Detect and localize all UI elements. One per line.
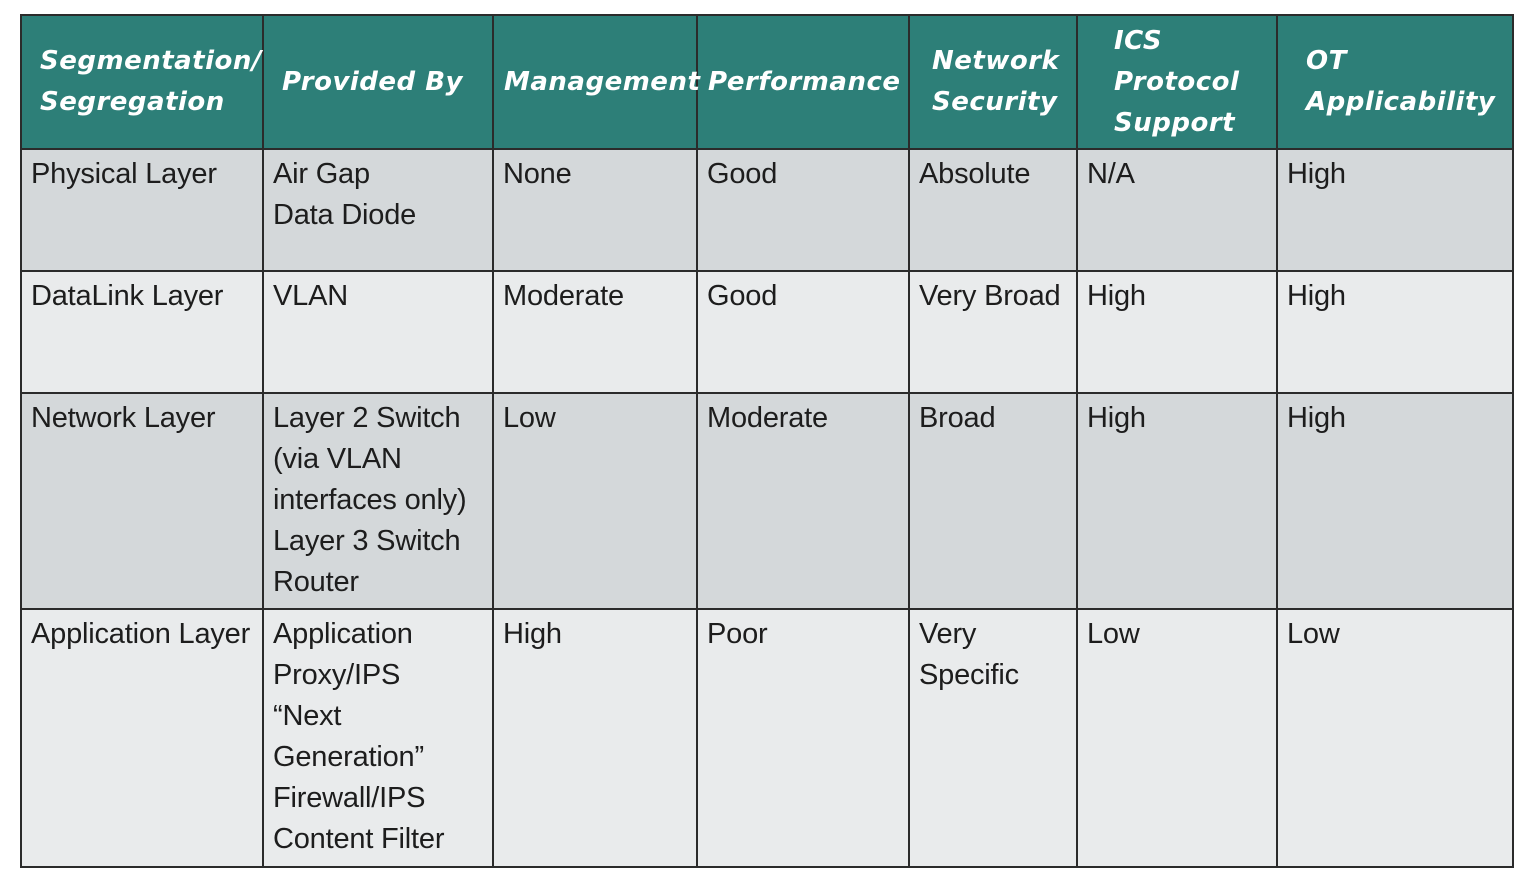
header-line: Management <box>504 66 701 97</box>
cell-layer: Physical Layer <box>20 148 264 272</box>
cell-management: High <box>492 608 698 868</box>
cell-network-security: Broad <box>908 392 1078 610</box>
cell-network-security: Very Specific <box>908 608 1078 868</box>
cell-text: Low <box>1087 618 1140 650</box>
cell-text: “Next <box>273 700 342 732</box>
cell-text: Data Diode <box>273 199 417 231</box>
cell-layer: Network Layer <box>20 392 264 610</box>
cell-ics-protocol-support: N/A <box>1076 148 1278 272</box>
cell-ics-protocol-support: High <box>1076 392 1278 610</box>
cell-management: None <box>492 148 698 272</box>
cell-text: Poor <box>707 618 768 650</box>
cell-network-security: Very Broad <box>908 270 1078 394</box>
cell-ot-applicability: Low <box>1276 608 1514 868</box>
cell-text: Router <box>273 566 359 598</box>
cell-performance: Poor <box>696 608 910 868</box>
cell-layer: Application Layer <box>20 608 264 868</box>
header-line: Applicability <box>1306 87 1496 117</box>
cell-text: Application Layer <box>31 618 251 650</box>
cell-text: None <box>503 158 572 190</box>
header-line: Network <box>932 46 1060 76</box>
cell-text: DataLink Layer <box>31 280 224 312</box>
cell-text: Layer 3 Switch <box>273 525 461 557</box>
cell-text: Very Broad <box>919 280 1061 312</box>
header-row: Segmentation/ Segregation Provided By Ma… <box>20 14 1514 150</box>
cell-provided-by: Air Gap Data Diode <box>262 148 494 272</box>
header-ics-protocol-support: ICS Protocol Support <box>1076 14 1278 150</box>
cell-provided-by: Layer 2 Switch (via VLAN interfaces only… <box>262 392 494 610</box>
header-line: Protocol <box>1114 66 1240 97</box>
cell-text: High <box>1087 280 1146 312</box>
cell-management: Moderate <box>492 270 698 394</box>
cell-text: Firewall/IPS <box>273 782 426 814</box>
cell-text: Absolute <box>919 158 1031 190</box>
cell-text: Broad <box>919 402 996 434</box>
cell-performance: Good <box>696 270 910 394</box>
header-line: Segregation <box>40 87 225 117</box>
cell-provided-by: Application Proxy/IPS “Next Generation” … <box>262 608 494 868</box>
cell-network-security: Absolute <box>908 148 1078 272</box>
cell-ot-applicability: High <box>1276 148 1514 272</box>
cell-text: Air Gap <box>273 158 370 190</box>
segmentation-comparison-table: Segmentation/ Segregation Provided By Ma… <box>20 14 1514 868</box>
cell-performance: Good <box>696 148 910 272</box>
cell-text: Good <box>707 158 778 190</box>
header-provided-by: Provided By <box>262 14 494 150</box>
header-management: Management <box>492 14 701 150</box>
cell-text: High <box>1287 158 1346 190</box>
cell-ics-protocol-support: High <box>1076 270 1278 394</box>
cell-text: Network Layer <box>31 402 216 434</box>
cell-ics-protocol-support: Low <box>1076 608 1278 868</box>
table-row: Network Layer Layer 2 Switch (via VLAN i… <box>20 392 1514 610</box>
cell-layer: DataLink Layer <box>20 270 264 394</box>
cell-text: Moderate <box>707 402 828 434</box>
header-line: Provided By <box>282 66 463 97</box>
cell-text: (via VLAN <box>273 443 402 475</box>
cell-text: High <box>503 618 562 650</box>
cell-text: Good <box>707 280 778 312</box>
header-line: Performance <box>708 66 901 97</box>
cell-provided-by: VLAN <box>262 270 494 394</box>
table-row: Physical Layer Air Gap Data Diode None G… <box>20 148 1514 272</box>
header-line: Segmentation/ <box>40 46 262 76</box>
header-performance: Performance <box>696 14 910 150</box>
cell-text: N/A <box>1087 158 1135 190</box>
cell-text: Generation” <box>273 741 424 773</box>
cell-text: VLAN <box>273 280 348 312</box>
cell-performance: Moderate <box>696 392 910 610</box>
header-network-security: Network Security <box>908 14 1078 150</box>
cell-text: Specific <box>919 659 1019 691</box>
cell-text: High <box>1087 402 1146 434</box>
cell-text: High <box>1287 402 1346 434</box>
header-line: Support <box>1114 107 1236 138</box>
cell-text: Content Filter <box>273 823 445 855</box>
cell-text: Low <box>1287 618 1340 650</box>
cell-text: Application <box>273 618 413 650</box>
cell-text: Physical Layer <box>31 158 217 190</box>
cell-text: Very <box>919 618 977 650</box>
header-line: OT <box>1306 46 1347 76</box>
header-line: ICS <box>1114 25 1163 56</box>
cell-text: Layer 2 Switch <box>273 402 461 434</box>
cell-text: Moderate <box>503 280 624 312</box>
cell-text: Proxy/IPS <box>273 659 401 691</box>
cell-text: Low <box>503 402 556 434</box>
cell-ot-applicability: High <box>1276 392 1514 610</box>
header-line: Security <box>932 87 1058 117</box>
cell-management: Low <box>492 392 698 610</box>
cell-text: interfaces only) <box>273 484 467 516</box>
table-row: DataLink Layer VLAN Moderate Good Very B… <box>20 270 1514 394</box>
header-segmentation-segregation: Segmentation/ Segregation <box>20 14 264 150</box>
cell-ot-applicability: High <box>1276 270 1514 394</box>
table-row: Application Layer Application Proxy/IPS … <box>20 608 1514 868</box>
cell-text: High <box>1287 280 1346 312</box>
header-ot-applicability: OT Applicability <box>1276 14 1514 150</box>
